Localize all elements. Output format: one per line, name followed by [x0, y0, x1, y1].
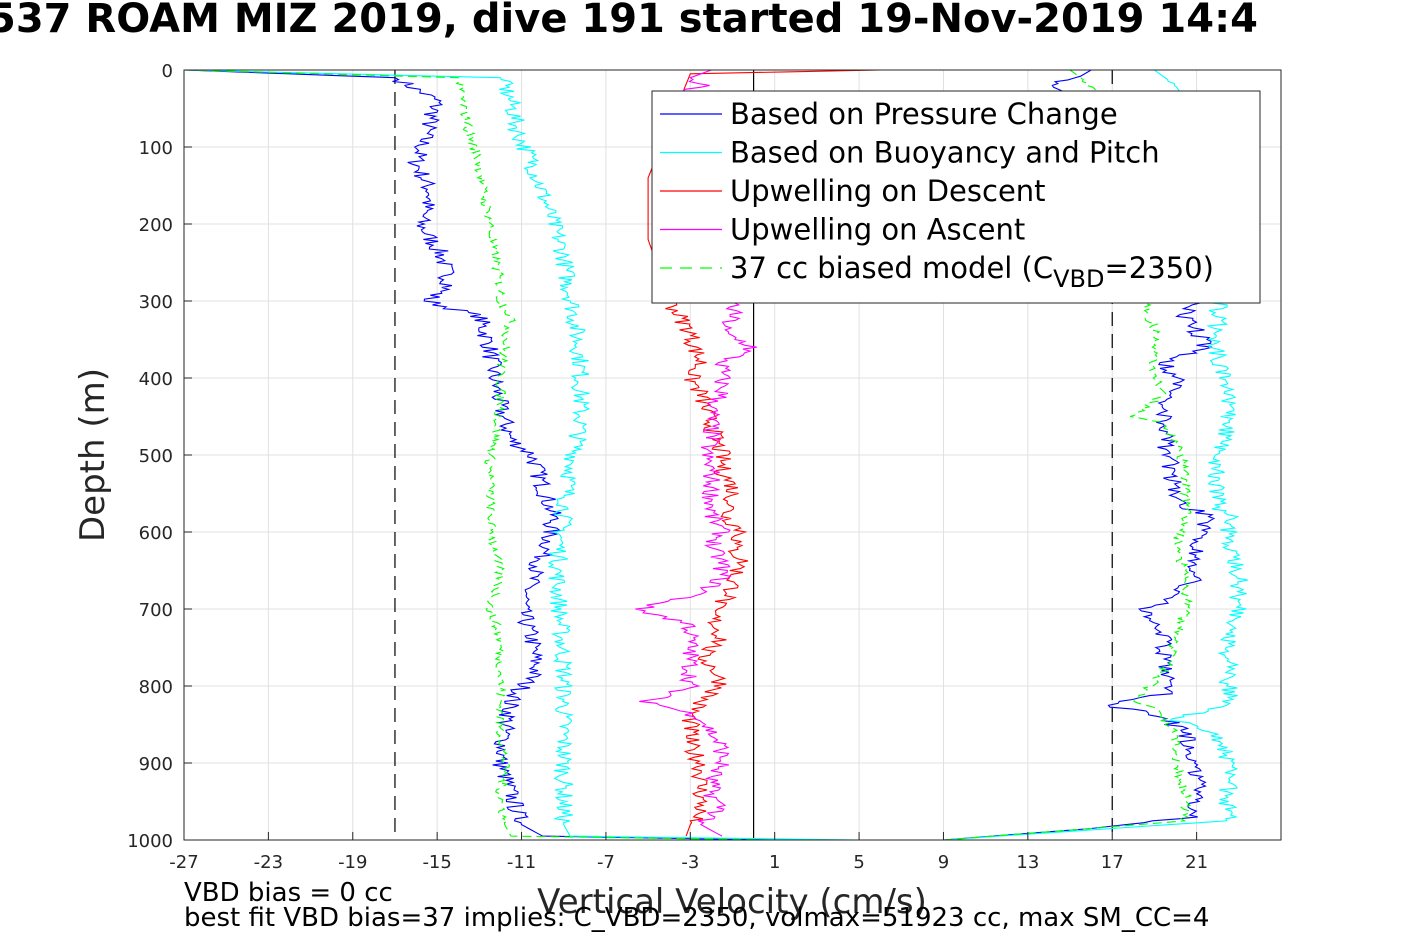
x-tick-label: 1 [769, 852, 780, 873]
x-tick-label: 9 [938, 852, 949, 873]
x-tick-label: 13 [1016, 852, 1039, 873]
best-fit-note: best fit VBD bias=37 implies: C_VBD=2350… [184, 903, 1210, 933]
x-axis-label: Vertical Velocity (cm/s) [537, 882, 927, 922]
x-tick-label: -23 [254, 852, 283, 873]
legend-entry-name: Based on Buoyancy and Pitch [730, 136, 1160, 170]
y-tick-label: 500 [139, 446, 173, 467]
x-tick-label: -7 [597, 852, 615, 873]
legend-entry-name: Based on Pressure Change [730, 97, 1118, 131]
legend-entry: Based on Buoyancy and Pitch [730, 136, 1160, 170]
legend-entry: Upwelling on Ascent [730, 213, 1025, 247]
series-line-2 [647, 69, 881, 837]
x-tick-label: 21 [1185, 852, 1208, 873]
legend-entry-name: Upwelling on Descent [730, 174, 1046, 208]
y-tick-label: 100 [139, 138, 173, 159]
x-tick-label: -11 [507, 852, 536, 873]
axis-ticks: -27 -23 -19 -15 -11 -7 -3 1 5 9 13 17 21 0 100 200 300 40… [127, 61, 1208, 873]
legend-entry: Based on Pressure Change [730, 97, 1118, 131]
x-tick-label: 5 [853, 852, 864, 873]
y-tick-label: 700 [139, 600, 173, 621]
y-tick-label: 200 [139, 215, 173, 236]
legend-entry: Upwelling on Descent [730, 174, 1046, 208]
x-tick-label: -19 [338, 852, 367, 873]
legend-entry-tail: =2350) [1105, 251, 1214, 285]
legend-entry-subscript: VBD [1053, 265, 1104, 293]
series-line-4 [183, 69, 775, 841]
x-tick-label: -3 [681, 852, 699, 873]
y-axis-label: Depth (m) [73, 368, 113, 542]
legend: Based on Pressure Change Based on Buoyanc… [651, 90, 1261, 304]
legend-entry-name: 37 cc biased model (C [730, 251, 1053, 285]
x-tick-label: -27 [169, 852, 198, 873]
x-tick-label: 17 [1101, 852, 1124, 873]
chart-title: 537 ROAM MIZ 2019, dive 191 started 19-N… [0, 0, 1258, 42]
x-tick-label: -15 [422, 852, 451, 873]
series-line-0 [183, 69, 775, 841]
y-tick-label: 600 [139, 523, 173, 544]
y-tick-label: 800 [139, 677, 173, 698]
series-line-1 [183, 69, 860, 841]
legend-entry: 37 cc biased model (CVBD=2350) [730, 251, 1214, 293]
y-tick-label: 0 [162, 61, 173, 82]
legend-box [651, 90, 1261, 304]
y-tick-label: 900 [139, 754, 173, 775]
y-tick-label: 300 [139, 292, 173, 313]
y-tick-label: 1000 [127, 831, 173, 852]
y-tick-label: 400 [139, 369, 173, 390]
legend-entry-name: Upwelling on Ascent [730, 213, 1025, 247]
vbd-bias-note: VBD bias = 0 cc [184, 878, 393, 908]
